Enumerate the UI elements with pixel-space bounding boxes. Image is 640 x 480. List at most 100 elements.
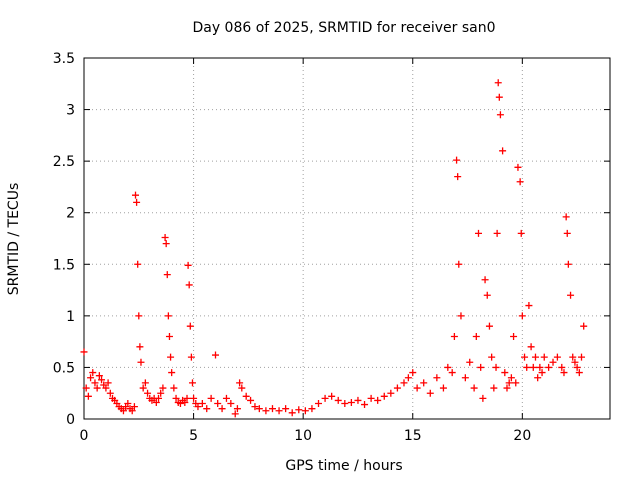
data-point (529, 363, 537, 371)
data-point (374, 396, 382, 404)
data-point (483, 291, 491, 299)
x-tick-label: 5 (189, 428, 198, 444)
data-point (492, 363, 500, 371)
data-point (453, 156, 461, 164)
data-point (186, 322, 194, 330)
data-point (161, 233, 169, 241)
data-point (494, 79, 502, 87)
data-point (184, 261, 192, 269)
data-point (341, 400, 349, 408)
data-point (536, 363, 544, 371)
data-point (141, 379, 149, 387)
data-point (308, 405, 316, 413)
data-point (231, 410, 239, 418)
data-point (439, 384, 447, 392)
data-point (89, 369, 97, 377)
data-point (222, 394, 230, 402)
data-point (564, 260, 572, 268)
data-point (328, 392, 336, 400)
data-point (203, 405, 211, 413)
data-point (119, 407, 127, 415)
x-tick-label: 15 (404, 428, 422, 444)
data-point (578, 353, 586, 361)
data-point (172, 394, 180, 402)
data-point (501, 369, 509, 377)
data-point (262, 407, 270, 415)
data-point (183, 394, 191, 402)
data-point (157, 389, 165, 397)
data-point (212, 351, 219, 359)
data-point (134, 260, 142, 268)
data-point (87, 374, 95, 382)
data-point (251, 403, 259, 411)
data-point (98, 376, 106, 384)
x-tick-label: 0 (80, 428, 89, 444)
y-tick-label: 1 (66, 309, 75, 325)
data-point (187, 353, 195, 361)
data-point (450, 332, 458, 340)
data-point (493, 229, 501, 237)
data-point (538, 369, 546, 377)
grid-lines (84, 58, 610, 419)
data-point (354, 396, 362, 404)
data-point (563, 229, 571, 237)
data-point (569, 353, 577, 361)
data-point (400, 379, 408, 387)
data-point (534, 374, 542, 382)
data-point (527, 343, 535, 351)
data-point (560, 369, 568, 377)
data-point (409, 369, 417, 377)
data-point (553, 353, 561, 361)
data-point (457, 312, 465, 320)
data-point (185, 281, 193, 289)
x-tick-label: 20 (513, 428, 531, 444)
data-point (393, 384, 401, 392)
data-point (165, 332, 173, 340)
data-point (132, 191, 140, 199)
y-tick-label: 3 (66, 103, 75, 119)
data-point (490, 384, 498, 392)
x-axis-label: GPS time / hours (285, 458, 402, 474)
data-point (503, 384, 511, 392)
data-point (93, 384, 101, 392)
data-point (247, 396, 255, 404)
data-point (95, 372, 103, 380)
data-point (549, 358, 557, 366)
data-point (558, 363, 566, 371)
data-point (130, 403, 138, 411)
data-point (512, 379, 520, 387)
data-point (190, 394, 198, 402)
data-point (164, 312, 172, 320)
y-tick-label: 2 (66, 206, 75, 222)
chart-title: Day 086 of 2025, SRMTID for receiver san… (192, 20, 495, 36)
data-point (545, 363, 553, 371)
data-point (139, 384, 147, 392)
data-point (233, 405, 241, 413)
data-point (420, 379, 428, 387)
data-point (507, 374, 515, 382)
data-point (495, 93, 503, 101)
data-point (152, 398, 160, 406)
data-point (334, 396, 342, 404)
data-point (481, 276, 489, 284)
y-tick-label: 3.5 (53, 51, 75, 67)
data-point (496, 111, 504, 119)
data-point (455, 260, 463, 268)
data-point (295, 406, 303, 414)
data-point (282, 405, 290, 413)
data-point (159, 384, 167, 392)
data-point (485, 322, 493, 330)
data-point (413, 384, 421, 392)
data-point (163, 271, 171, 279)
data-point (315, 400, 323, 408)
data-point (479, 394, 487, 402)
data-point (472, 332, 480, 340)
data-point (137, 358, 145, 366)
data-point (433, 374, 441, 382)
data-point (347, 398, 355, 406)
data-point (461, 374, 469, 382)
data-point (454, 173, 462, 181)
data-point (567, 291, 575, 299)
data-point (242, 392, 250, 400)
